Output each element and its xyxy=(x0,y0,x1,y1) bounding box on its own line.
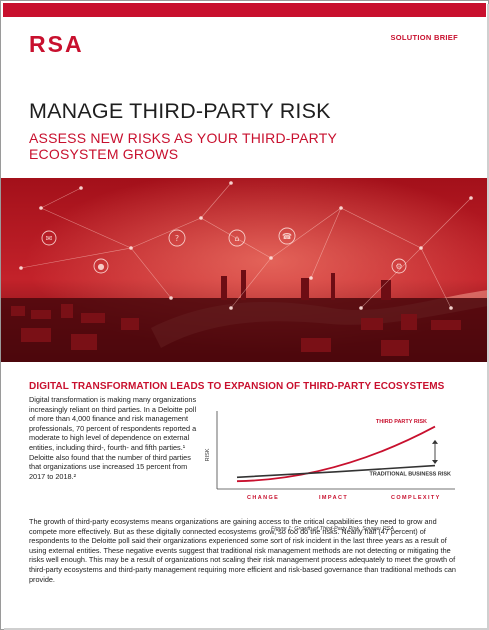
page-title: MANAGE THIRD-PARTY RISK xyxy=(29,99,331,123)
settings-bubble-icon xyxy=(391,258,407,274)
network-bubble-icon xyxy=(41,230,57,246)
risk-growth-chart: RISK CHANGE IMPACT COMPLEXITY THIRD PARTY R… xyxy=(205,411,455,501)
page-subtitle: ASSESS NEW RISKS AS YOUR THIRD-PARTY ECO… xyxy=(29,130,337,162)
body-paragraph: The growth of third-party ecosystems mea… xyxy=(29,517,456,584)
phone-bubble-icon xyxy=(278,227,296,245)
svg-text:☎: ☎ xyxy=(282,232,292,241)
bank-bubble-icon xyxy=(228,229,246,247)
user-bubble-icon xyxy=(93,258,109,274)
x-tick-label: IMPACT xyxy=(319,495,348,501)
section-heading: DIGITAL TRANSFORMATION LEADS TO EXPANSIO… xyxy=(29,381,445,392)
rsa-logo: RSA xyxy=(29,31,84,57)
hero-city-network-image: ? ⌂ ☎ ● ⚙ ✉ xyxy=(1,178,488,362)
page-shadow-bottom xyxy=(4,628,489,630)
series-line xyxy=(236,425,436,483)
svg-text:⌂: ⌂ xyxy=(234,234,239,243)
question-bubble-icon xyxy=(168,229,186,247)
x-tick-label: CHANGE xyxy=(247,495,279,501)
x-tick-label: COMPLEXITY xyxy=(391,495,441,501)
arrow-head-icon xyxy=(432,460,438,465)
svg-text:⚙: ⚙ xyxy=(395,262,402,271)
y-axis-label: RISK xyxy=(205,448,211,461)
arrow-head-icon xyxy=(432,439,438,444)
figure-caption: Figure 1: Growth of Third-Party Risk, So… xyxy=(271,526,394,532)
series-line xyxy=(236,464,436,479)
page-shadow-right xyxy=(487,4,489,630)
svg-text:●: ● xyxy=(98,262,105,271)
intro-paragraph: Digital transformation is making many or… xyxy=(29,395,197,481)
svg-text:?: ? xyxy=(175,234,179,243)
series-label: TRADITIONAL BUSINESS RISK xyxy=(370,472,452,478)
series-label: THIRD PARTY RISK xyxy=(376,419,427,425)
document-type-label: SOLUTION BRIEF xyxy=(390,33,458,42)
svg-text:✉: ✉ xyxy=(46,234,53,243)
header-red-bar xyxy=(3,3,486,17)
